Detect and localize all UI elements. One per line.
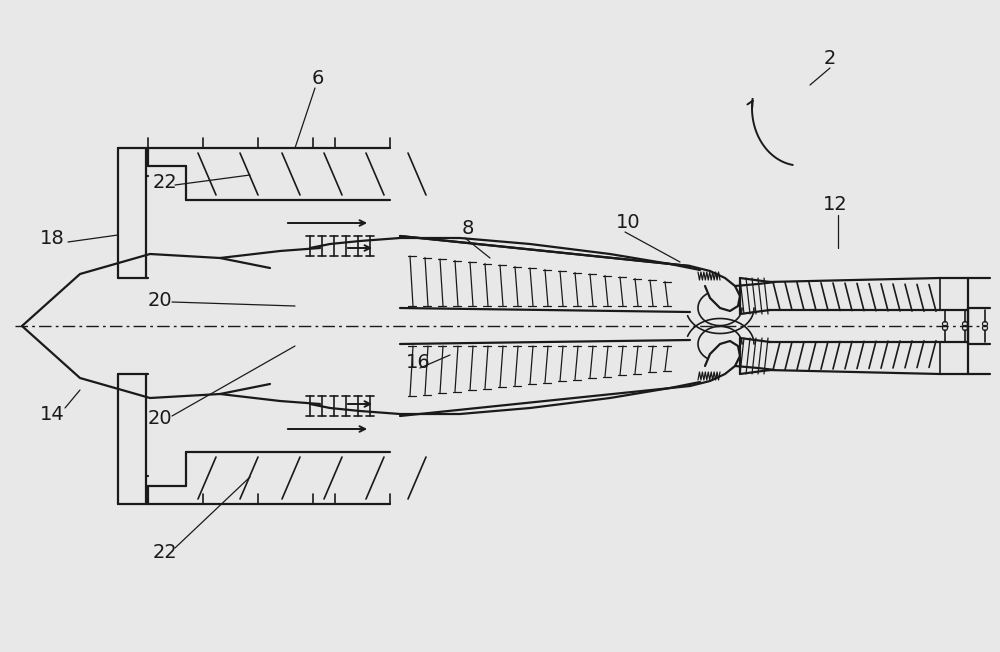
Text: 14: 14 <box>40 406 64 424</box>
Text: 10: 10 <box>616 213 640 231</box>
Text: 20: 20 <box>148 409 172 428</box>
Text: 22: 22 <box>153 173 177 192</box>
Text: 8: 8 <box>462 218 474 237</box>
Text: 22: 22 <box>153 542 177 561</box>
Text: 12: 12 <box>823 196 847 215</box>
Text: 20: 20 <box>148 291 172 310</box>
Text: 16: 16 <box>406 353 430 372</box>
Text: 18: 18 <box>40 228 64 248</box>
Text: 2: 2 <box>824 48 836 68</box>
Text: 6: 6 <box>312 68 324 87</box>
